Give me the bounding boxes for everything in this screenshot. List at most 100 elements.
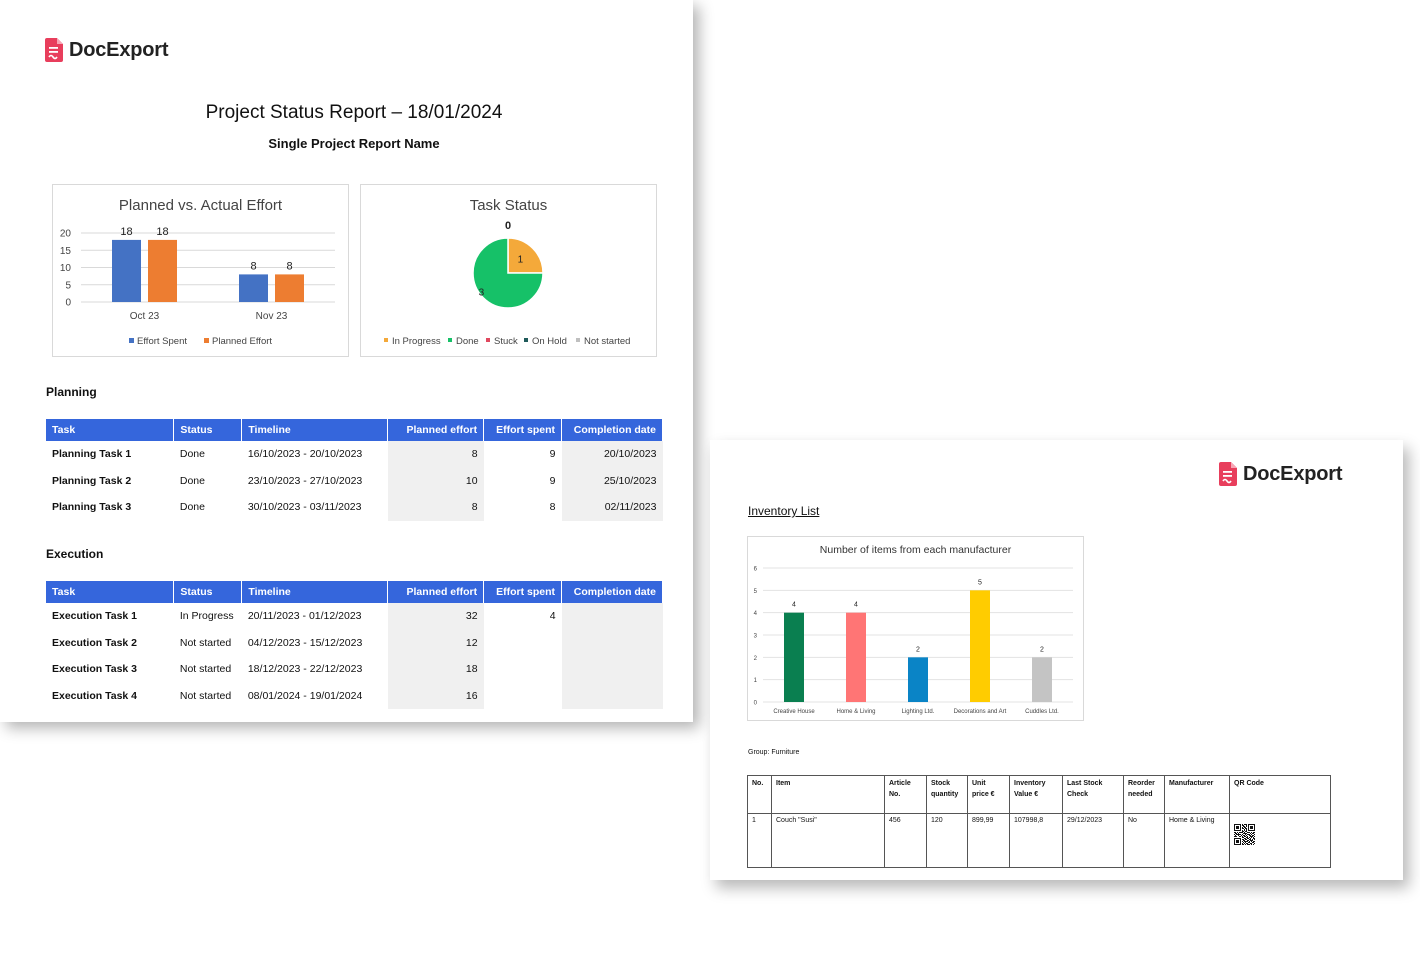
effort-spent-cell	[484, 630, 562, 657]
inv-col-label: Stock	[931, 780, 951, 787]
status-cell: Not started	[179, 690, 232, 703]
task-cell: Planning Task 2	[52, 474, 132, 487]
y-tick-label: 4	[754, 611, 758, 617]
col-task: Task	[46, 581, 175, 603]
effort-chart-title: Planned vs. Actual Effort	[118, 197, 283, 214]
inv-col-label-line2: Value €	[1014, 791, 1039, 798]
col-task: Task	[46, 419, 175, 441]
manufacturer-chart-title: Number of items from each manufacturer	[819, 544, 1012, 556]
effort-chart: Planned vs. Actual Effort 0 5 10 15 20 18 18 Oc…	[52, 184, 349, 357]
inv-col-label: Manufacturer	[1169, 780, 1214, 787]
inv-cell: Home & Living	[1164, 813, 1230, 868]
timeline-cell: 08/01/2024 - 19/01/2024	[247, 690, 363, 703]
effort-spent-cell	[484, 683, 562, 710]
docexport-logo: DocExport	[1219, 462, 1343, 486]
x-tick-label: Home & Living	[836, 709, 875, 715]
effort-spent-cell: 8	[549, 501, 556, 514]
legend-swatch	[129, 338, 134, 343]
bar-value-label: 18	[156, 226, 168, 238]
col-planned-effort: Planned effort	[387, 419, 485, 441]
inv-cell: Couch "Susi"	[771, 813, 885, 868]
bar-value-label: 4	[792, 602, 796, 609]
bar-value-label: 2	[916, 646, 920, 653]
bar-value-label: 8	[286, 260, 292, 272]
col-planned-effort: Planned effort	[387, 581, 485, 603]
status-chart-plot: 1 3 0 In Progress Done Stuck On Hold Not starte…	[384, 220, 630, 347]
planned-effort-cell: 16	[387, 682, 484, 710]
project-report-page: DocExport Project Status Report – 18/01/…	[0, 0, 693, 722]
col-timeline: Timeline	[241, 419, 389, 441]
manufacturer-chart-plot: 0 1 2 3 4 5 6 4 Creative House 4 Home & Living 2 Lig…	[754, 567, 1073, 715]
bar-effort-spent	[112, 239, 141, 302]
y-tick-label: 5	[65, 280, 71, 291]
inv-col-label-line2: price €	[972, 791, 995, 798]
inv-col-label: QR Code	[1234, 780, 1264, 787]
y-tick-label: 5	[754, 589, 758, 595]
planning-table: Task Status Timeline Planned effort Effo…	[46, 419, 663, 521]
task-cell: Execution Task 2	[52, 636, 138, 649]
status-cell: Done	[179, 501, 205, 514]
group-label: Group: Furniture	[748, 749, 800, 756]
bar-value-label: 18	[120, 226, 132, 238]
timeline-cell: 16/10/2023 - 20/10/2023	[247, 448, 363, 461]
status-chart: Task Status 1 3 0 In Progress Done Stuck On Ho…	[360, 184, 657, 357]
inv-col-no: No.	[747, 775, 772, 814]
y-tick-label: 10	[60, 263, 72, 274]
completion-date-cell	[561, 603, 663, 630]
inv-col-item: Item	[771, 775, 885, 814]
task-cell: Execution Task 4	[52, 690, 138, 703]
y-tick-label: 3	[754, 634, 758, 640]
inv-col-label: Inventory	[1014, 780, 1046, 787]
x-tick-label: Cuddles Ltd.	[1025, 709, 1059, 715]
completion-date-cell: 25/10/2023	[561, 467, 663, 495]
completion-date-cell	[561, 682, 663, 710]
table-row: Planning Task 3 Done 30/10/2023 - 03/11/20…	[46, 494, 663, 521]
legend-swatch	[448, 338, 452, 342]
col-completion-date: Completion date	[561, 419, 663, 441]
inventory-title: Inventory List	[748, 504, 820, 518]
inventory-header-row: No. Item Article No. Stock quantity Unit price …	[747, 775, 1331, 814]
legend-swatch	[486, 338, 490, 342]
inv-col-last-stock-check: Last Stock Check	[1062, 775, 1124, 814]
col-effort-spent: Effort spent	[483, 581, 563, 603]
bar-creative-house	[784, 612, 804, 702]
completion-date-cell: 02/11/2023	[561, 494, 663, 521]
status-cell: Not started	[179, 636, 232, 649]
inv-col-stock-quantity: Stock quantity	[926, 775, 968, 814]
document-icon	[45, 38, 63, 62]
task-cell: Execution Task 3	[52, 663, 138, 676]
inv-cell: No	[1123, 813, 1165, 868]
task-cell: Planning Task 1	[52, 448, 132, 461]
legend-label: In Progress	[392, 336, 441, 347]
y-tick-label: 15	[60, 246, 72, 257]
timeline-cell: 20/11/2023 - 01/12/2023	[247, 610, 362, 623]
legend-swatch	[576, 338, 580, 342]
inv-cell: 120	[926, 813, 968, 868]
report-subtitle: Single Project Report Name	[268, 136, 440, 151]
planning-heading: Planning	[46, 385, 97, 399]
bar-value-label: 4	[854, 602, 858, 609]
inv-cell: 29/12/2023	[1062, 813, 1124, 868]
pie-slice-done	[472, 237, 544, 309]
completion-date-cell	[561, 629, 663, 657]
bar-planned-effort	[275, 274, 304, 302]
pie-value-label: 1	[518, 255, 524, 266]
completion-date-cell	[561, 656, 663, 683]
bar-cuddles-ltd	[1032, 657, 1052, 702]
status-cell: Not started	[179, 663, 232, 676]
inv-cell: 899,99	[967, 813, 1010, 868]
effort-spent-cell: 9	[549, 448, 556, 461]
planned-effort-cell: 12	[387, 629, 484, 657]
y-tick-label: 6	[754, 567, 758, 573]
timeline-cell: 30/10/2023 - 03/11/2023	[247, 501, 362, 514]
planned-effort-cell: 32	[387, 603, 484, 630]
effort-chart-plot: 0 5 10 15 20 18 18 Oct 23 8 8 Nov 23 Effort Spent Pl…	[60, 226, 335, 347]
pie-slice-in-progress	[507, 237, 544, 274]
y-tick-label: 2	[754, 656, 758, 662]
table-row: 1 Couch "Susi" 456 120 899,99 107998,8 29/12/2…	[747, 813, 1331, 868]
inv-col-qr-code: QR Code	[1229, 775, 1331, 814]
inv-cell: 456	[884, 813, 927, 868]
legend-swatch	[204, 338, 209, 343]
legend-swatch	[384, 338, 388, 342]
completion-date-cell: 20/10/2023	[561, 441, 663, 468]
